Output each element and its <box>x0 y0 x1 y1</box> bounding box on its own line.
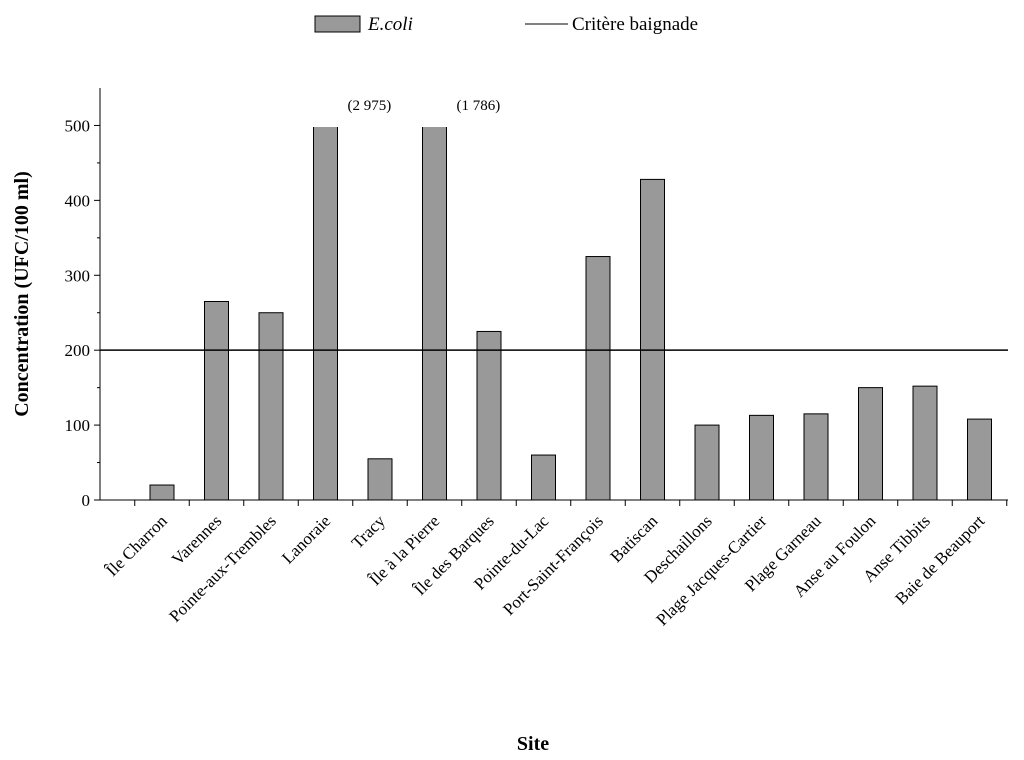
bar <box>640 178 665 501</box>
x-tick-label: Île Charron <box>102 511 171 580</box>
bar <box>476 330 502 501</box>
y-tick-label: 500 <box>65 116 91 135</box>
bar <box>313 127 338 501</box>
x-axis-title: Site <box>517 733 549 755</box>
x-tick-label: Port-Saint-François <box>499 511 607 619</box>
legend-label: Critère baignade <box>572 14 698 35</box>
bar <box>694 424 720 501</box>
bars <box>149 127 992 501</box>
y-tick-label: 200 <box>65 341 91 360</box>
y-tick-label: 100 <box>65 416 91 435</box>
bar <box>585 256 611 501</box>
bar <box>858 387 883 501</box>
bar <box>258 312 284 501</box>
bar <box>367 458 393 501</box>
bar <box>149 484 175 501</box>
bar <box>204 300 229 501</box>
y-tick-label: 0 <box>82 491 91 510</box>
y-axis-title: Concentration (UFC/100 ml) <box>11 171 33 417</box>
legend-swatch <box>314 15 361 33</box>
bar <box>803 413 829 501</box>
y-tick-label: 400 <box>65 191 91 210</box>
x-tick-label: Batiscan <box>606 511 661 566</box>
y-tick-label: 300 <box>65 266 91 285</box>
x-tick-label: Pointe-aux-Trembles <box>165 511 279 625</box>
bar <box>749 414 774 501</box>
bar <box>912 385 938 501</box>
bar <box>967 418 992 501</box>
bar <box>531 454 556 501</box>
value-label: (2 975) <box>348 98 392 114</box>
x-tick-label: Lanoraie <box>278 511 334 567</box>
bar <box>422 127 447 501</box>
legend-label: E.coli <box>367 14 413 35</box>
x-tick-label: Tracy <box>348 511 389 552</box>
value-label: (1 786) <box>457 98 501 114</box>
